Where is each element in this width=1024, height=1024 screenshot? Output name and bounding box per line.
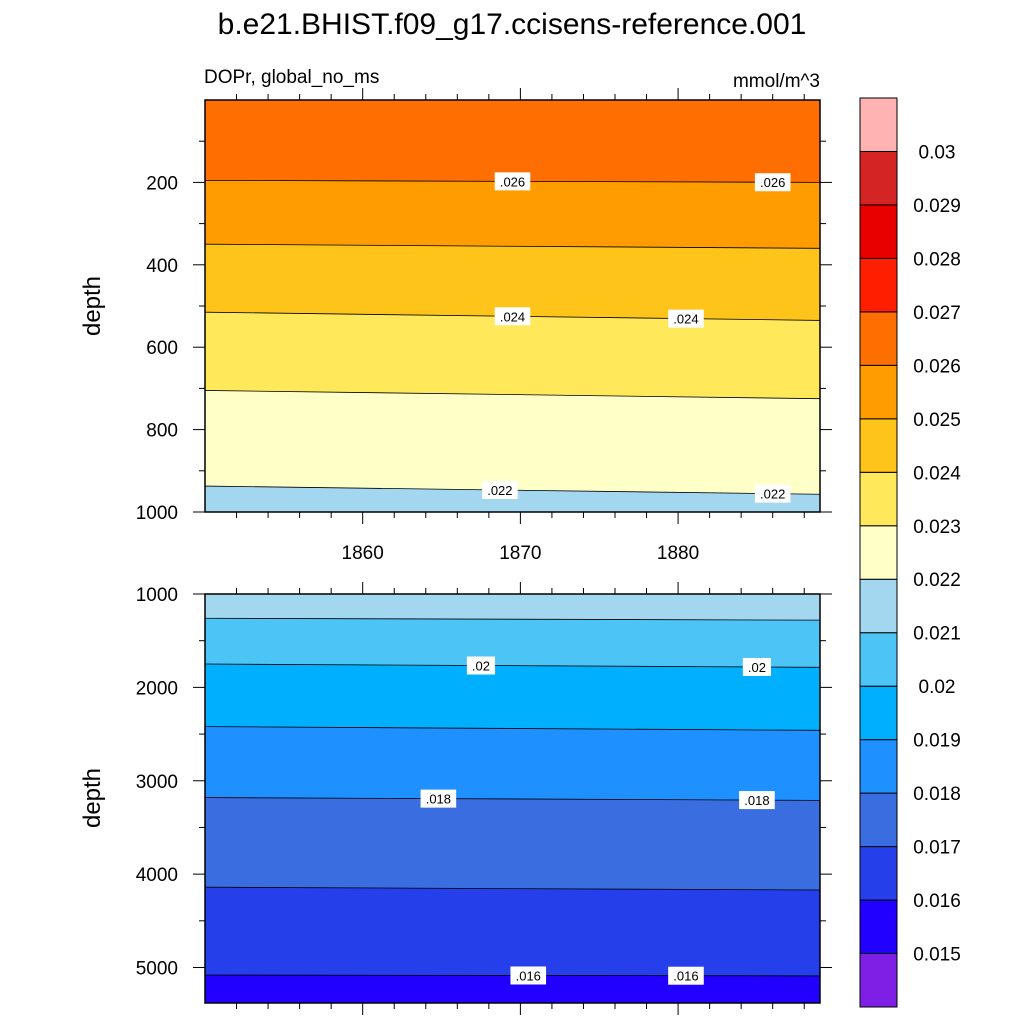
colorbar-label: 0.029 bbox=[913, 196, 961, 217]
variable-subtitle: DOPr, global_no_ms bbox=[204, 67, 379, 88]
colorbar-swatch bbox=[859, 685, 898, 741]
colorbar-label: 0.022 bbox=[913, 570, 961, 591]
y-tick-label: 1000 bbox=[136, 585, 178, 606]
colorbar-label: 0.017 bbox=[913, 838, 961, 859]
contour-line bbox=[204, 243, 821, 249]
contour-label: .018 bbox=[426, 792, 451, 807]
colorbar-label: 0.021 bbox=[913, 624, 961, 645]
x-tick-label: 1880 bbox=[657, 543, 699, 564]
contour-label-box bbox=[739, 791, 775, 810]
contour-label-box bbox=[754, 173, 791, 192]
colorbar-swatch bbox=[859, 792, 898, 848]
contour-band bbox=[205, 244, 820, 321]
colorbar-label: 0.016 bbox=[913, 891, 961, 912]
contour-label: .022 bbox=[760, 487, 785, 502]
y-tick-label: 200 bbox=[146, 173, 178, 194]
y-tick-label: 5000 bbox=[136, 959, 178, 980]
colorbar-label: 0.028 bbox=[913, 249, 961, 270]
contour-band bbox=[205, 797, 820, 891]
colorbar-label: 0.025 bbox=[913, 410, 961, 431]
contour-line bbox=[204, 886, 821, 891]
contour-label: .016 bbox=[673, 969, 698, 984]
contour-band bbox=[205, 618, 820, 668]
contour-band bbox=[205, 726, 820, 801]
contour-line bbox=[204, 617, 821, 621]
upper-ylabel: depth bbox=[79, 276, 106, 336]
contour-label: .016 bbox=[516, 968, 541, 983]
contour-line bbox=[204, 390, 821, 400]
colorbar-swatch bbox=[859, 364, 898, 420]
x-tick-label: 1870 bbox=[499, 543, 541, 564]
y-tick-label: 4000 bbox=[136, 865, 178, 886]
colorbar-swatch bbox=[859, 150, 898, 206]
contour-band bbox=[205, 390, 820, 495]
contour-label: .02 bbox=[472, 659, 490, 674]
colorbar-label: 0.015 bbox=[913, 945, 961, 966]
contour-label-box bbox=[742, 657, 772, 676]
contour-label-box bbox=[466, 656, 496, 675]
contour-label: .018 bbox=[744, 793, 769, 808]
chart-title: b.e21.BHIST.f09_g17.ccisens-reference.00… bbox=[218, 8, 807, 41]
contour-label-box bbox=[494, 307, 531, 326]
colorbar-swatch bbox=[859, 418, 898, 473]
contour-band bbox=[205, 100, 820, 183]
contour-label-box bbox=[420, 789, 457, 808]
contour-label: .022 bbox=[487, 483, 512, 498]
contour-label-box bbox=[668, 966, 704, 985]
contour-label: .02 bbox=[748, 660, 766, 675]
contour-band bbox=[205, 664, 820, 731]
y-tick-label: 3000 bbox=[136, 772, 178, 793]
y-tick-label: 1000 bbox=[136, 503, 178, 524]
contour-label-box bbox=[754, 484, 791, 503]
contour-label-box bbox=[482, 480, 518, 499]
contour-label: .026 bbox=[500, 174, 525, 189]
colorbar-swatch bbox=[859, 525, 898, 580]
colorbar-label: 0.023 bbox=[913, 517, 961, 538]
contour-label-box bbox=[510, 966, 547, 985]
colorbar-swatch bbox=[859, 471, 898, 527]
colorbar: 0.015 0.016 0.017 0.018 0.019 0.02 0.021 0.022 0… bbox=[859, 97, 961, 1008]
contour-label-box bbox=[494, 172, 531, 191]
contour-label: .024 bbox=[673, 312, 698, 327]
colorbar-swatch bbox=[859, 739, 898, 794]
colorbar-swatch bbox=[859, 953, 898, 1008]
contour-label-box bbox=[668, 309, 704, 328]
contour-label: .026 bbox=[760, 175, 785, 190]
colorbar-swatch bbox=[859, 578, 898, 634]
colorbar-swatch bbox=[859, 97, 898, 152]
contour-band bbox=[205, 887, 820, 976]
colorbar-label: 0.018 bbox=[913, 784, 961, 805]
units-subtitle: mmol/m^3 bbox=[733, 71, 820, 92]
contour-band bbox=[205, 594, 820, 621]
colorbar-swatch bbox=[859, 846, 898, 901]
colorbar-label: 0.026 bbox=[913, 356, 961, 377]
contour-band bbox=[205, 180, 820, 249]
contour-band bbox=[205, 974, 820, 1003]
colorbar-label: 0.019 bbox=[913, 731, 961, 752]
colorbar-label: 0.02 bbox=[919, 677, 956, 698]
lower-panel: 1000 2000 3000 4000 5000 .02 .02 .018 .018 .016 .0… bbox=[136, 582, 832, 1015]
upper-panel: 1860 1870 1880 200 400 600 800 1000 .026 .026 .024… bbox=[136, 88, 832, 564]
lower-ylabel: depth bbox=[79, 768, 106, 828]
contour-line bbox=[204, 726, 821, 731]
y-tick-label: 400 bbox=[146, 256, 178, 277]
contour-line bbox=[204, 797, 821, 801]
colorbar-label: 0.024 bbox=[913, 463, 961, 484]
y-tick-label: 2000 bbox=[136, 678, 178, 699]
colorbar-label: 0.03 bbox=[919, 142, 956, 163]
colorbar-label: 0.027 bbox=[913, 303, 961, 324]
contour-band bbox=[205, 312, 820, 399]
contour-label: .024 bbox=[500, 309, 525, 324]
colorbar-swatch bbox=[859, 257, 898, 313]
x-tick-label: 1860 bbox=[342, 543, 384, 564]
y-tick-label: 800 bbox=[146, 421, 178, 442]
contour-line bbox=[204, 663, 821, 668]
y-tick-label: 600 bbox=[146, 338, 178, 359]
colorbar-swatch bbox=[859, 899, 898, 955]
colorbar-swatch bbox=[859, 632, 898, 687]
colorbar-swatch bbox=[859, 311, 898, 366]
colorbar-swatch bbox=[859, 204, 898, 259]
plot-frame bbox=[204, 593, 821, 1004]
